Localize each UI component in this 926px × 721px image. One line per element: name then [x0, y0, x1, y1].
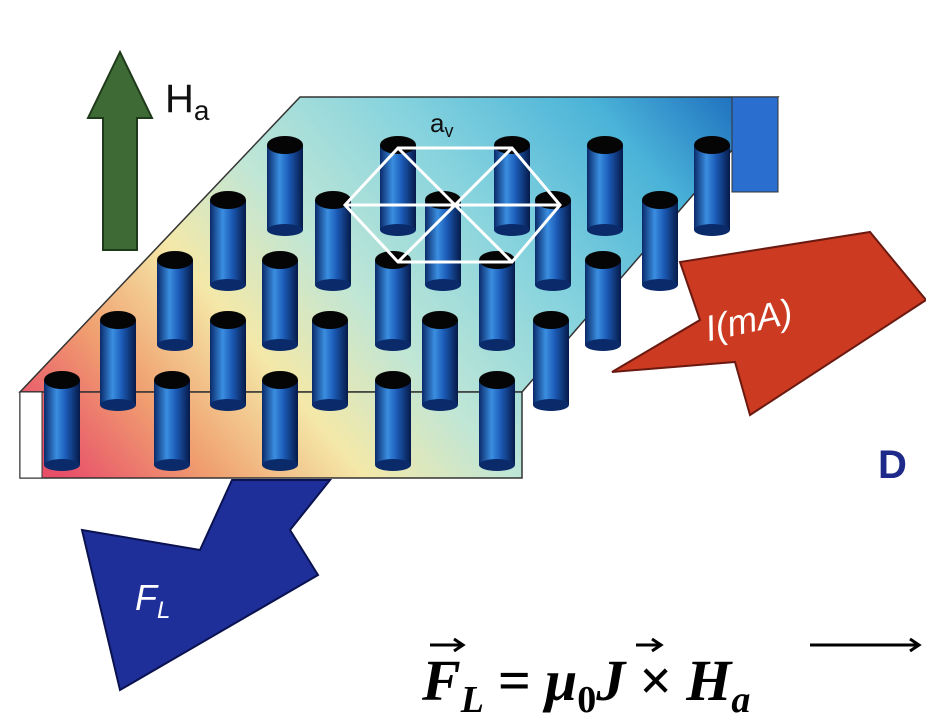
spacing-label-base: a	[430, 108, 445, 138]
vortex-bottom	[210, 399, 246, 411]
vortex-top	[262, 371, 298, 389]
vortex-bottom	[154, 459, 190, 471]
vortex-top	[375, 371, 411, 389]
vortex-body	[262, 380, 298, 465]
vortex-top	[422, 311, 458, 329]
vortex-bottom	[44, 459, 80, 471]
vortex-top	[157, 251, 193, 269]
force-label-base: F	[135, 577, 159, 618]
slab-side	[732, 97, 778, 192]
vortex-top	[262, 251, 298, 269]
vortex-bottom	[585, 339, 621, 351]
field-label-sub: a	[194, 95, 210, 126]
vortex-bottom	[315, 279, 351, 291]
vortex-top	[494, 136, 530, 154]
vortex-body	[422, 320, 458, 405]
vortex-body	[479, 380, 515, 465]
cut-text: D	[878, 443, 907, 487]
vortex-body	[375, 260, 411, 345]
eq-f-sub: L	[460, 679, 484, 721]
vortex-top	[44, 371, 80, 389]
vortex-body	[533, 320, 569, 405]
vortex-top	[267, 136, 303, 154]
vortex-bottom	[100, 399, 136, 411]
vortex-bottom	[380, 224, 416, 236]
vortex-body	[425, 200, 461, 285]
vortex-top	[587, 136, 623, 154]
vortex-top	[312, 311, 348, 329]
vortex-body	[380, 145, 416, 230]
vortex-top	[100, 311, 136, 329]
equation-text: FL =μ0J×Ha	[421, 648, 750, 721]
vortex-bottom	[533, 399, 569, 411]
field-label-base: H	[165, 77, 194, 121]
vortex-bottom	[422, 399, 458, 411]
vortex-top	[154, 371, 190, 389]
vortex-bottom	[535, 279, 571, 291]
eq-mu-sub: 0	[577, 679, 596, 721]
vortex-body	[210, 320, 246, 405]
vortex-top	[694, 136, 730, 154]
vortex-top	[210, 311, 246, 329]
vortex-bottom	[375, 339, 411, 351]
vortex-body	[312, 320, 348, 405]
vortex-body	[210, 200, 246, 285]
spacing-label-sub: v	[444, 121, 453, 141]
vortex-bottom	[694, 224, 730, 236]
vortex-bottom	[262, 339, 298, 351]
vortex-body	[262, 260, 298, 345]
eq-times: ×	[639, 648, 672, 713]
eq-equals: =	[498, 648, 531, 713]
eq-mu: μ	[542, 648, 577, 713]
vortex-body	[642, 200, 678, 285]
diagram: Ha av I(mA) FL D FL=μ0J×Ha	[0, 0, 926, 721]
vortex-bottom	[479, 459, 515, 471]
vortex-bottom	[375, 459, 411, 471]
vortex-body	[494, 145, 530, 230]
vortex-bottom	[267, 224, 303, 236]
force-arrow	[82, 480, 330, 690]
vortex-body	[100, 320, 136, 405]
vortex-top	[533, 311, 569, 329]
vortex-top	[479, 371, 515, 389]
force-label-sub: L	[157, 597, 170, 624]
vortex-body	[479, 260, 515, 345]
eq-h: H	[685, 648, 733, 713]
vortex-bottom	[479, 339, 515, 351]
vortex-top	[380, 136, 416, 154]
eq-h-sub: a	[731, 679, 750, 721]
vortex-bottom	[425, 279, 461, 291]
vortex-body	[375, 380, 411, 465]
equation: FL =μ0J×Ha	[421, 639, 919, 721]
slab-edge	[20, 392, 42, 478]
vortex-body	[157, 260, 193, 345]
vortex-body	[154, 380, 190, 465]
eq-j: J	[595, 648, 627, 713]
vortex-bottom	[642, 279, 678, 291]
vortex-body	[587, 145, 623, 230]
eq-f: F	[421, 648, 461, 713]
vortex-top	[642, 191, 678, 209]
vortex-body	[585, 260, 621, 345]
vortex-bottom	[494, 224, 530, 236]
vortex-body	[267, 145, 303, 230]
vortex-bottom	[587, 224, 623, 236]
vortex-top	[210, 191, 246, 209]
vortex-body	[694, 145, 730, 230]
field-label: Ha	[165, 77, 210, 126]
vortex-body	[44, 380, 80, 465]
vortex-body	[315, 200, 351, 285]
field-arrow	[88, 52, 152, 250]
vortex-bottom	[157, 339, 193, 351]
vortex-bottom	[312, 399, 348, 411]
vortex-top	[585, 251, 621, 269]
vortex-bottom	[262, 459, 298, 471]
vortex-bottom	[210, 279, 246, 291]
